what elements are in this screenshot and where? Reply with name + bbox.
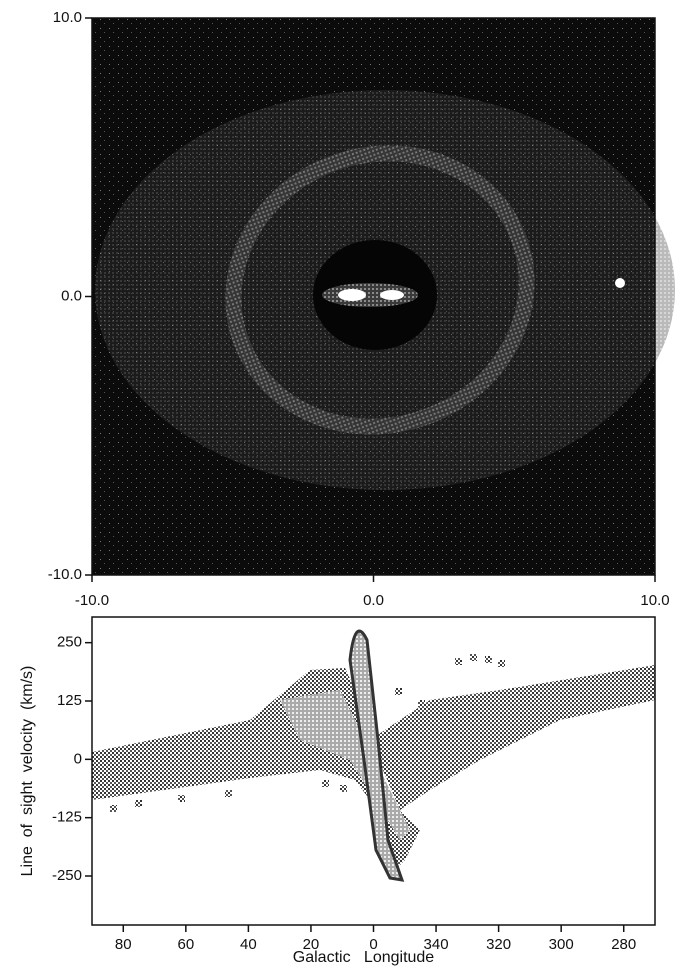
x-tick-label: 0.0: [363, 592, 384, 609]
ring: [225, 145, 535, 435]
x-tick-label: 40: [240, 936, 257, 953]
central-spike: [348, 629, 405, 882]
bar: [322, 283, 418, 307]
x-tick-label: 300: [549, 936, 574, 953]
x-tick-label: 80: [115, 936, 132, 953]
x-axis-label: Galactic Longitude: [293, 949, 435, 966]
y-tick-label: -10.0: [48, 566, 82, 583]
x-tick-label: 280: [611, 936, 636, 953]
x-tick-label: -10.0: [75, 592, 109, 609]
y-tick-label: 250: [57, 634, 82, 651]
x-tick-label: 340: [424, 936, 449, 953]
y-tick-label: -250: [52, 867, 82, 884]
y-tick-label: 0: [74, 750, 82, 767]
y-axis-label: Line of sight velocity (km/s): [19, 666, 36, 877]
scatter-clumps: [110, 654, 647, 812]
x-tick-label: 60: [177, 936, 194, 953]
x-tick-label: 320: [486, 936, 511, 953]
x-tick-label: 20: [303, 936, 320, 953]
y-tick-label: 0.0: [61, 287, 82, 304]
y-tick-label: -125: [52, 809, 82, 826]
x-tick-label: 10.0: [640, 592, 669, 609]
y-tick-label: 125: [57, 692, 82, 709]
y-tick-label: 10.0: [53, 9, 82, 26]
bar-peak: [380, 290, 404, 300]
point-source: [615, 278, 625, 288]
right-wing: [370, 665, 655, 810]
x-tick-label: 0: [369, 936, 377, 953]
bar-peak: [338, 289, 366, 301]
density-image: [92, 18, 675, 575]
lv-diagram: [92, 629, 655, 882]
